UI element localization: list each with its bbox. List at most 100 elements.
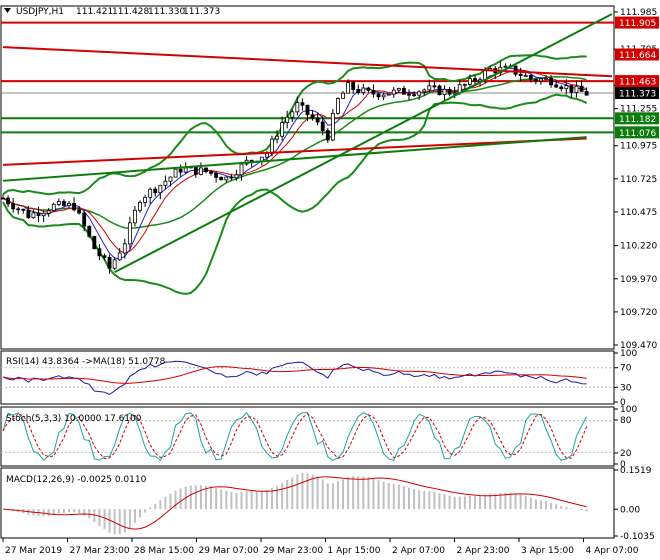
candle-body	[280, 122, 285, 137]
candle-body	[386, 93, 391, 96]
candle-body	[82, 212, 87, 227]
pane-frame-0	[0, 5, 615, 350]
candle-body	[209, 171, 213, 174]
time-tick-label: 27 Mar 23:00	[70, 546, 130, 556]
price-tag-label: 111.373	[619, 90, 656, 100]
trend-line-2	[2, 137, 587, 166]
candle-body	[193, 166, 198, 175]
ma-fast	[2, 67, 587, 260]
time-tick-label: 27 Mar 2019	[5, 546, 62, 556]
time-tick-label: 28 Mar 15:00	[134, 546, 194, 556]
price-tick-label: 111.255	[620, 105, 657, 115]
time-tick-label: 1 Apr 15:00	[328, 546, 381, 556]
trend-line-3	[2, 136, 587, 182]
candle-body	[16, 208, 21, 211]
candle-body	[67, 203, 71, 206]
candle-body	[26, 209, 31, 219]
candle-body	[559, 86, 564, 90]
candle-body	[92, 235, 97, 250]
candle-body	[452, 92, 457, 95]
ma-slow	[2, 69, 587, 254]
price-labels: 111.905 111.664 111.463 111.373 111.182 111.0…	[615, 16, 659, 139]
price-tick-label: 110.220	[620, 242, 657, 252]
candle-body	[584, 91, 589, 96]
bollinger-upper	[2, 54, 587, 196]
price-tag-box	[615, 112, 659, 125]
candle-body	[214, 172, 219, 178]
candle-body	[305, 104, 310, 116]
time-tick-label: 2 Apr 07:00	[392, 546, 445, 556]
price-tag-box	[615, 48, 659, 61]
candle-body	[523, 75, 528, 77]
candle-body	[97, 248, 102, 257]
candle-body	[264, 153, 269, 158]
macd-signal-line	[2, 476, 587, 530]
price-tag-box	[615, 126, 659, 139]
candle-body	[574, 85, 579, 93]
time-tick-label: 29 Mar 23:00	[263, 546, 323, 556]
candle-body	[61, 201, 66, 206]
candle-body	[275, 135, 279, 140]
rsi-pane: 100 70 30 0	[1, 349, 637, 408]
price-tag-box	[615, 75, 659, 88]
pane-frame-2	[0, 406, 615, 467]
candle-body	[341, 92, 345, 99]
candle-body	[229, 176, 234, 179]
price-tag-label: 111.905	[619, 19, 656, 29]
sub-tick-label: 0.1519	[620, 466, 652, 476]
pane-frame-1	[0, 350, 615, 405]
price-tick-label: 109.470	[620, 341, 657, 351]
candle-body	[462, 83, 467, 86]
candle-body	[432, 85, 437, 88]
candle-body	[579, 85, 584, 92]
candle-body	[21, 208, 26, 211]
sub-tick-label: 0	[620, 398, 626, 408]
candle-body	[239, 163, 244, 176]
candle-body	[407, 93, 411, 96]
candle-body	[402, 87, 406, 95]
time-tick-label: 2 Apr 23:00	[457, 546, 510, 556]
candle-body	[320, 121, 325, 131]
candle-body	[41, 212, 46, 217]
price-tick-label: 109.970	[620, 275, 657, 285]
candle-body	[158, 184, 163, 194]
candle-body	[204, 167, 208, 172]
candle-body	[371, 89, 376, 95]
candle-body	[138, 202, 142, 211]
candle-body	[422, 89, 427, 93]
price-tag-label: 111.664	[619, 51, 656, 61]
price-tag-label: 111.463	[619, 78, 656, 88]
price-tag-label: 111.076	[619, 129, 656, 139]
price-tick-label: 110.725	[620, 175, 657, 185]
candle-body	[381, 94, 386, 98]
candle-body	[148, 188, 153, 198]
sub-tick-label: 80	[620, 416, 632, 426]
sub-tick-label: -0.1035	[620, 532, 655, 542]
trend-line-0	[2, 46, 613, 78]
trend-line-1	[114, 13, 613, 274]
time-tick-label: 29 Mar 07:00	[199, 546, 259, 556]
candle-body	[133, 209, 137, 224]
candle-body	[122, 243, 127, 254]
price-tick-label: 109.720	[620, 308, 657, 318]
time-tick-label: 3 Apr 15:00	[521, 546, 574, 556]
macd-pane: 0.1519 0.00 -0.1035	[2, 466, 655, 542]
candle-body	[56, 201, 61, 205]
time-axis: 27 Mar 2019 27 Mar 23:00 28 Mar 15:00 29 Ma…	[2, 538, 639, 556]
candle-body	[300, 102, 305, 106]
candle-body	[117, 252, 122, 261]
candle-body	[295, 102, 300, 113]
candle-body	[554, 84, 559, 88]
stoch-main-line	[2, 411, 588, 461]
candle-body	[11, 203, 16, 210]
open-value: 111.421	[76, 7, 113, 17]
candle-body	[544, 77, 548, 80]
rsi-line	[2, 360, 587, 396]
pane-frame-3	[0, 467, 615, 539]
price-tag-box	[615, 87, 659, 100]
candle-body	[351, 82, 356, 90]
rsi-ma-line	[2, 366, 587, 384]
stoch-signal-line	[2, 413, 588, 460]
collapse-triangle-icon[interactable]	[4, 8, 11, 13]
candles	[1, 61, 589, 274]
